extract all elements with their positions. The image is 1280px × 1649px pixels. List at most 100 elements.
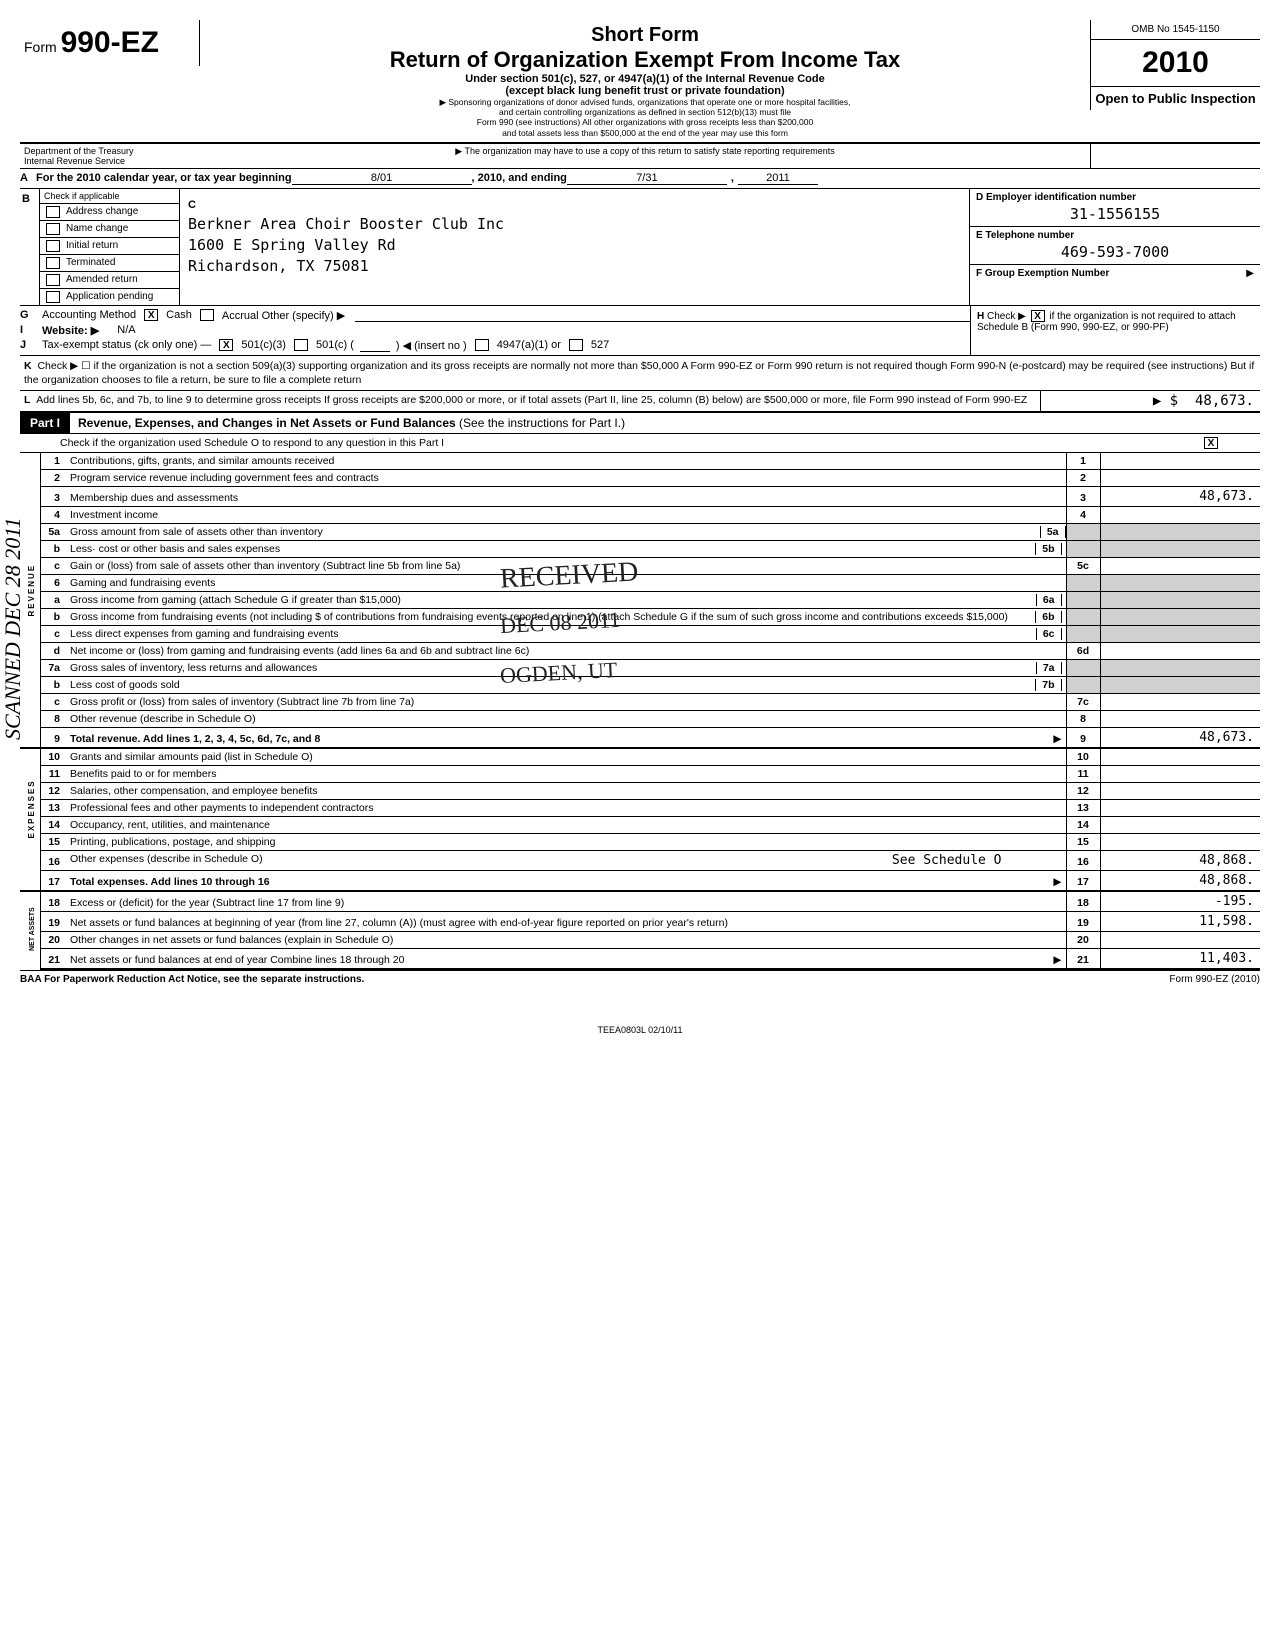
fine5: ▶ The organization may have to use a cop… xyxy=(200,144,1090,168)
line-9: Total revenue. Add lines 1, 2, 3, 4, 5c,… xyxy=(70,733,320,745)
begin-date: 8/01 xyxy=(292,172,472,185)
row-a-comma: , xyxy=(731,172,734,184)
dept1: Department of the Treasury xyxy=(24,146,196,156)
line-11: Benefits paid to or for members xyxy=(66,766,1066,783)
line-5a: Gross amount from sale of assets other t… xyxy=(70,526,323,538)
line-16-val: 48,868. xyxy=(1100,851,1260,871)
line-17: Total expenses. Add lines 10 through 16 xyxy=(70,876,270,888)
chk-applicable: Check if applicable xyxy=(40,189,179,204)
label-b: B xyxy=(20,189,40,305)
side-netassets: NET ASSETS xyxy=(20,891,40,969)
h-checkbox[interactable]: X xyxy=(1031,310,1045,322)
dept-row: Department of the Treasury Internal Reve… xyxy=(20,144,1260,169)
main-title: Return of Organization Exempt From Incom… xyxy=(206,47,1084,73)
part1-label: Part I xyxy=(20,413,70,433)
line-6: Gaming and fundraising events xyxy=(66,575,1066,592)
label-a: A xyxy=(20,172,36,184)
accrual-checkbox[interactable] xyxy=(200,309,214,321)
col-def: D Employer identification number 31-1556… xyxy=(970,189,1260,305)
line-21: Net assets or fund balances at end of ye… xyxy=(70,954,404,966)
line-6d: Net income or (loss) from gaming and fun… xyxy=(66,643,1066,660)
line-6c: Less direct expenses from gaming and fun… xyxy=(70,628,338,640)
row-f: F Group Exemption Number ▶ xyxy=(970,265,1260,282)
line-3: Membership dues and assessments xyxy=(66,487,1066,507)
line-18-val: -195. xyxy=(1100,891,1260,912)
footer-mid: TEEA0803L 02/10/11 xyxy=(20,1025,1260,1035)
phone: 469-593-7000 xyxy=(976,241,1254,261)
org-addr2: Richardson, TX 75081 xyxy=(188,257,369,275)
row-gijh: G Accounting Method XCash Accrual Other … xyxy=(20,306,1260,356)
fineprint: ▶ Sponsoring organizations of donor advi… xyxy=(206,97,1084,138)
short-form-title: Short Form xyxy=(206,24,1084,47)
chk-name[interactable]: Name change xyxy=(40,221,179,238)
form-page: SCANNED DEC 28 2011 Form 990-EZ Short Fo… xyxy=(20,20,1260,1035)
form-table: REVENUE 1Contributions, gifts, grants, a… xyxy=(20,453,1260,970)
line-21-val: 11,403. xyxy=(1100,949,1260,970)
501c-checkbox[interactable] xyxy=(294,339,308,351)
527-checkbox[interactable] xyxy=(569,339,583,351)
line-20: Other changes in net assets or fund bala… xyxy=(66,932,1066,949)
line-12: Salaries, other compensation, and employ… xyxy=(66,783,1066,800)
row-a-text2: , 2010, and ending xyxy=(472,172,567,184)
org-name: Berkner Area Choir Booster Club Inc xyxy=(188,215,504,233)
row-j: J Tax-exempt status (ck only one) — X501… xyxy=(20,338,970,353)
org-addr1: 1600 E Spring Valley Rd xyxy=(188,236,396,254)
checkboxes: Check if applicable Address change Name … xyxy=(40,189,180,305)
side-expenses: EXPENSES xyxy=(20,748,40,871)
website: N/A xyxy=(117,324,135,336)
subtitle: Under section 501(c), 527, or 4947(a)(1)… xyxy=(206,73,1084,85)
4947-checkbox[interactable] xyxy=(475,339,489,351)
line-8: Other revenue (describe in Schedule O) xyxy=(66,711,1066,728)
chk-pending[interactable]: Application pending xyxy=(40,289,179,305)
row-i: I Website: ▶ N/A xyxy=(20,323,970,338)
line-15: Printing, publications, postage, and shi… xyxy=(66,834,1066,851)
title-block: Short Form Return of Organization Exempt… xyxy=(200,20,1090,142)
row-d: D Employer identification number 31-1556… xyxy=(970,189,1260,227)
line-3-val: 48,673. xyxy=(1100,487,1260,507)
line-10: Grants and similar amounts paid (list in… xyxy=(66,748,1066,766)
footer-left: BAA For Paperwork Reduction Act Notice, … xyxy=(20,974,364,985)
ein: 31-1556155 xyxy=(976,203,1254,223)
part1-header: Part I Revenue, Expenses, and Changes in… xyxy=(20,413,1260,434)
tax-year: 2010 xyxy=(1091,40,1260,87)
open-inspection: Open to Public Inspection xyxy=(1091,87,1260,110)
schedule-o-checkbox[interactable]: X xyxy=(1204,437,1218,449)
chk-address[interactable]: Address change xyxy=(40,204,179,221)
label-c: C xyxy=(188,199,196,211)
chk-initial[interactable]: Initial return xyxy=(40,238,179,255)
f-arrow: ▶ xyxy=(1246,268,1254,279)
line-7a: Gross sales of inventory, less returns a… xyxy=(70,662,317,674)
right-box: OMB No 1545-1150 2010 Open to Public Ins… xyxy=(1090,20,1260,110)
row-g: G Accounting Method XCash Accrual Other … xyxy=(20,308,970,323)
row-a: A For the 2010 calendar year, or tax yea… xyxy=(20,169,1260,189)
chk-amended[interactable]: Amended return xyxy=(40,272,179,289)
section-bcdef: B Check if applicable Address change Nam… xyxy=(20,189,1260,306)
row-h: H Check ▶ X if the organization is not r… xyxy=(970,306,1260,355)
line-1: Contributions, gifts, grants, and simila… xyxy=(66,453,1066,470)
line-17-val: 48,868. xyxy=(1100,871,1260,892)
end-date: 7/31 xyxy=(567,172,727,185)
line-6b: Gross income from fundraising events (no… xyxy=(70,611,1008,623)
header-row: Form 990-EZ Short Form Return of Organiz… xyxy=(20,20,1260,144)
line-19-val: 11,598. xyxy=(1100,912,1260,932)
line-7b: Less cost of goods sold xyxy=(70,679,180,691)
line-4: Investment income xyxy=(66,507,1066,524)
row-e: E Telephone number 469-593-7000 xyxy=(970,227,1260,265)
cash-checkbox[interactable]: X xyxy=(144,309,158,321)
footer: BAA For Paperwork Reduction Act Notice, … xyxy=(20,970,1260,985)
footer-right: Form 990-EZ (2010) xyxy=(1169,974,1260,985)
line-2: Program service revenue including govern… xyxy=(66,470,1066,487)
part1-check-row: Check if the organization used Schedule … xyxy=(20,434,1260,453)
line-13: Professional fees and other payments to … xyxy=(66,800,1066,817)
omb: OMB No 1545-1150 xyxy=(1091,20,1260,40)
line-14: Occupancy, rent, utilities, and maintena… xyxy=(66,817,1066,834)
row-l: L Add lines 5b, 6c, and 7b, to line 9 to… xyxy=(20,391,1260,413)
row-a-text1: For the 2010 calendar year, or tax year … xyxy=(36,172,292,184)
dept2: Internal Revenue Service xyxy=(24,156,196,166)
501c3-checkbox[interactable]: X xyxy=(219,339,233,351)
chk-terminated[interactable]: Terminated xyxy=(40,255,179,272)
line-5b: Less· cost or other basis and sales expe… xyxy=(70,543,280,555)
gross-receipts: 48,673. xyxy=(1195,393,1254,409)
subtitle2: (except black lung benefit trust or priv… xyxy=(206,85,1084,97)
line-7c: Gross profit or (loss) from sales of inv… xyxy=(66,694,1066,711)
